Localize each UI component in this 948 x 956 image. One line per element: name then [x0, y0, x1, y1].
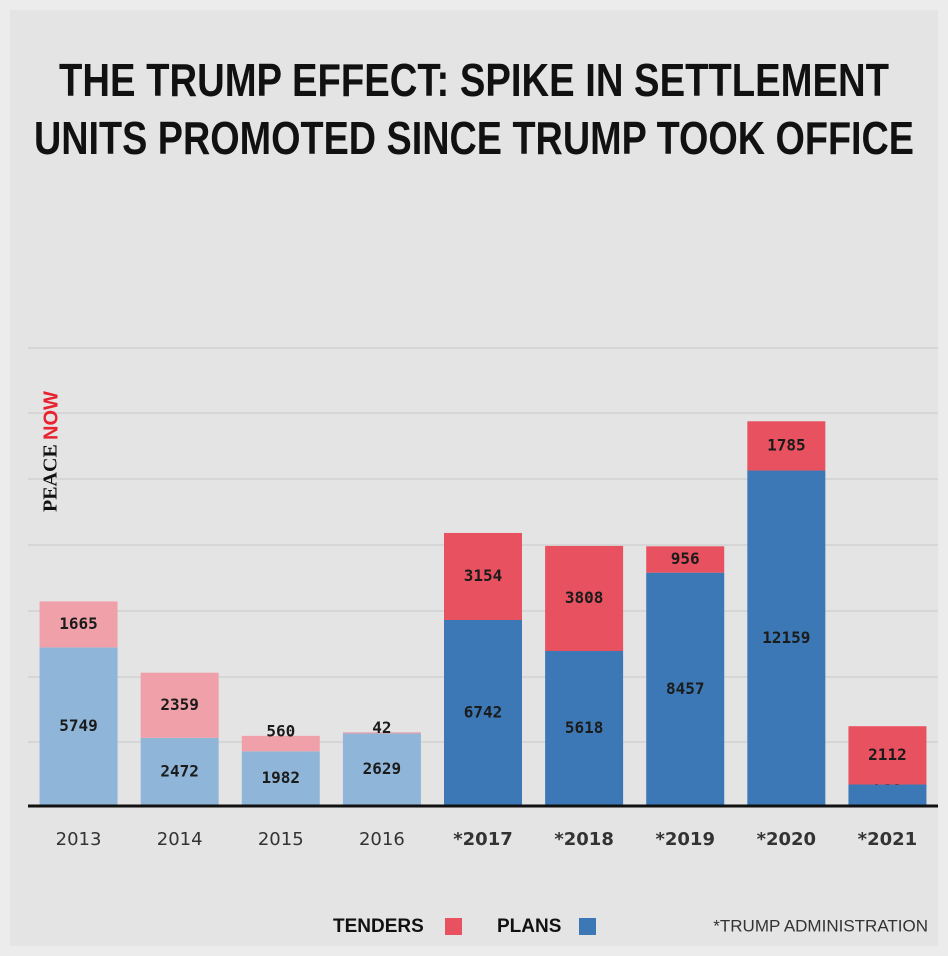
value-label: 5749 [59, 716, 98, 735]
value-label: 1785 [767, 435, 806, 454]
value-label: 8457 [666, 679, 705, 698]
legend-label: PLANS [497, 916, 561, 937]
logo: PEACE NOW [40, 391, 63, 512]
logo-text: PEACE [40, 444, 62, 512]
chart-title: THE TRUMP EFFECT: SPIKE IN SETTLEMENT [59, 54, 889, 106]
bar-segment [241, 751, 320, 806]
x-tick-label: *2020 [757, 829, 817, 850]
bar-segment [140, 737, 219, 806]
bar-segment [444, 619, 522, 806]
bar-segment [39, 647, 118, 806]
bar-segment [39, 601, 118, 648]
legend-swatch [445, 918, 462, 935]
value-label: 1982 [262, 768, 301, 787]
value-label: 956 [671, 549, 700, 568]
bar-segment [848, 784, 927, 806]
footnote: *TRUMP ADMINISTRATION [713, 916, 928, 935]
legend-swatch [579, 918, 596, 935]
x-tick-label: 2014 [157, 829, 203, 850]
bar-segment [646, 546, 725, 573]
x-tick-label: *2018 [554, 829, 614, 850]
value-label: 1665 [59, 614, 98, 633]
bar-segment [545, 545, 624, 651]
x-tick-label: *2019 [655, 829, 715, 850]
chart-title: UNITS PROMOTED SINCE TRUMP TOOK OFFICE [34, 112, 914, 164]
bar-segment [848, 726, 927, 785]
x-tick-label: 2013 [56, 829, 102, 850]
bar-segment [140, 672, 219, 738]
bar-segment [241, 735, 320, 752]
bar-segment [342, 732, 421, 734]
bar-segment [747, 421, 826, 471]
value-label: 42 [372, 718, 391, 737]
bar-segment [444, 532, 522, 620]
x-tick-label: 2016 [359, 829, 405, 850]
value-label: 2112 [868, 745, 907, 764]
bar-segment [342, 733, 421, 806]
value-label: 2629 [363, 759, 402, 778]
value-label: 6742 [464, 702, 503, 721]
bar-segment [747, 470, 826, 806]
value-label: 3154 [464, 566, 503, 585]
bar-segment [545, 650, 624, 806]
x-tick-label: 2015 [258, 829, 304, 850]
value-label: 2472 [160, 761, 199, 780]
value-label: 3808 [565, 588, 604, 607]
bar-segment [646, 572, 725, 806]
value-label: 12159 [762, 628, 810, 647]
value-label: 2359 [160, 695, 199, 714]
x-tick-label: *2021 [858, 829, 918, 850]
x-tick-label: *2017 [453, 829, 513, 850]
legend-label: TENDERS [333, 916, 424, 937]
logo-text: NOW [40, 391, 62, 440]
value-label: 560 [266, 721, 295, 740]
value-label: 5618 [565, 718, 604, 737]
